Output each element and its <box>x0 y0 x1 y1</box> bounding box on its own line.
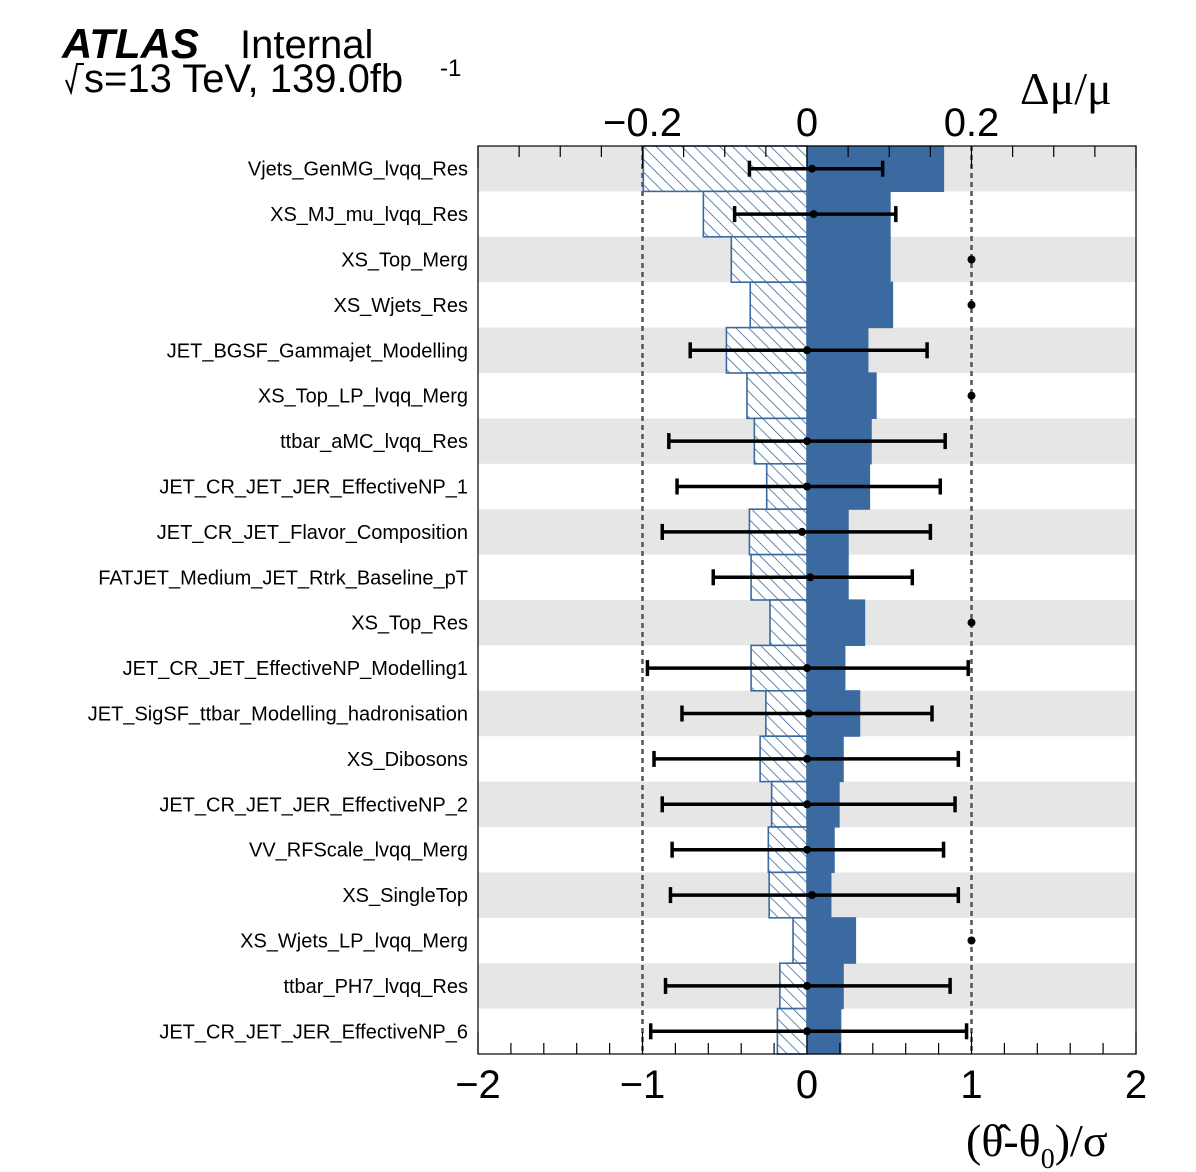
parameter-label: XS_Dibosons <box>347 749 468 771</box>
status-label: Internal <box>240 23 373 67</box>
parameter-label: JET_BGSF_Gammajet_Modelling <box>167 340 468 362</box>
impact-bar-down <box>792 916 808 964</box>
pull-point <box>967 936 976 945</box>
energy-lumi-label: s=13 TeV, 139.0fb <box>84 57 403 101</box>
pull-point <box>803 981 811 990</box>
pull-point <box>807 891 816 900</box>
parameter-label: XS_Wjets_Res <box>334 295 469 317</box>
parameter-label: VV_RFScale_lvqq_Merg <box>249 840 468 862</box>
pull-point <box>803 845 811 854</box>
pull-markers <box>645 160 976 1040</box>
pull-point <box>803 482 811 491</box>
pull-point <box>809 210 818 219</box>
bottom-tick-label: 1 <box>960 1063 982 1107</box>
parameter-label: JET_CR_JET_Flavor_Composition <box>157 522 468 544</box>
pull-point <box>798 527 807 536</box>
parameter-labels: Vjets_GenMG_lvqq_Res XS_MJ_mu_lvqq_Res XS_… <box>88 159 468 1044</box>
pull-point <box>804 709 813 718</box>
sqrt-symbol <box>65 63 84 96</box>
pull-point <box>967 255 976 264</box>
impact-bar-down <box>749 281 808 329</box>
impact-bar-up <box>806 372 877 420</box>
parameter-label: FATJET_Medium_JET_Rtrk_Baseline_pT <box>98 567 468 589</box>
top-axis: −0.2 0 0.2 <box>477 101 1137 168</box>
parameter-label: JET_CR_JET_JER_EffectiveNP_6 <box>159 1021 468 1043</box>
impact-bar-up <box>806 236 891 283</box>
parameter-label: XS_Top_Merg <box>341 250 468 272</box>
pull-point <box>803 664 811 673</box>
bottom-tick-label: 0 <box>796 1063 818 1107</box>
top-tick-label: 0.2 <box>944 101 1000 145</box>
parameter-label: XS_Top_LP_lvqq_Merg <box>258 386 468 408</box>
top-axis-title: Δμ/μ <box>1020 63 1112 114</box>
experiment-label: ATLAS <box>61 20 199 67</box>
parameter-label: XS_SingleTop <box>342 885 468 907</box>
parameter-label: JET_CR_JET_JER_EffectiveNP_2 <box>159 794 468 816</box>
parameter-label: JET_CR_JET_EffectiveNP_Modelling1 <box>123 658 468 680</box>
parameter-label: JET_SigSF_ttbar_Modelling_hadronisation <box>88 704 468 726</box>
pull-point <box>967 618 976 627</box>
pull-point <box>967 300 976 309</box>
pull-point <box>807 164 816 173</box>
impact-bar-down <box>769 599 808 647</box>
top-tick-label: −0.2 <box>603 101 682 145</box>
pull-point <box>803 800 811 809</box>
lumi-exponent: -1 <box>440 55 461 82</box>
parameter-label: XS_MJ_mu_lvqq_Res <box>270 204 468 226</box>
impact-bar-up <box>806 599 866 647</box>
bottom-axis: −2 −1 0 1 2 <box>455 1032 1147 1107</box>
impact-bar-up <box>806 281 894 329</box>
parameter-label: JET_CR_JET_JER_EffectiveNP_1 <box>159 477 468 499</box>
impact-bar-up <box>806 917 857 964</box>
impact-bar-down <box>730 236 808 284</box>
bottom-axis-title: (θ̂-θ0)/σ <box>966 1115 1108 1172</box>
pull-point <box>806 573 815 582</box>
parameter-label: ttbar_PH7_lvqq_Res <box>283 976 468 998</box>
top-tick-label: 0 <box>796 101 818 145</box>
pull-point <box>967 391 976 400</box>
parameter-label: XS_Wjets_LP_lvqq_Merg <box>240 931 468 953</box>
parameter-label: XS_Top_Res <box>351 613 468 635</box>
pull-point <box>803 1027 811 1036</box>
bottom-tick-label: −2 <box>455 1063 501 1107</box>
impact-bar-down <box>746 372 808 420</box>
guide-lines <box>641 146 973 1054</box>
pull-point <box>803 437 811 446</box>
parameter-label: ttbar_aMC_lvqq_Res <box>280 431 468 453</box>
pull-point <box>803 754 811 763</box>
bottom-tick-label: −1 <box>620 1063 666 1107</box>
pull-point <box>803 346 811 355</box>
parameter-label: Vjets_GenMG_lvqq_Res <box>248 159 468 181</box>
bottom-tick-label: 2 <box>1125 1063 1147 1107</box>
